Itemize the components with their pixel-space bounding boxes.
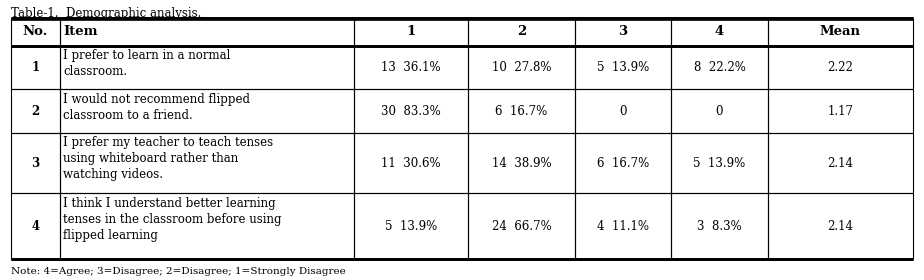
Bar [575, 133, 671, 193]
Text: No.: No. [23, 25, 48, 38]
Bar [671, 89, 768, 133]
Bar [468, 133, 575, 193]
Bar [60, 18, 354, 46]
Bar [354, 46, 468, 89]
Text: Table-1.  Demographic analysis.: Table-1. Demographic analysis. [11, 7, 201, 20]
Text: 2: 2 [31, 105, 40, 118]
Bar [768, 18, 913, 46]
Text: Mean: Mean [820, 25, 861, 38]
Text: 13  36.1%: 13 36.1% [382, 61, 441, 74]
Text: 24  66.7%: 24 66.7% [492, 220, 552, 233]
Bar [60, 133, 354, 193]
Text: 1: 1 [407, 25, 416, 38]
Bar [768, 133, 913, 193]
Bar [671, 18, 768, 46]
Text: I would not recommend flipped
classroom to a friend.: I would not recommend flipped classroom … [64, 93, 250, 122]
Bar [354, 18, 468, 46]
Bar [468, 89, 575, 133]
Text: 8  22.2%: 8 22.2% [694, 61, 746, 74]
Text: 6  16.7%: 6 16.7% [495, 105, 548, 118]
Text: Item: Item [64, 25, 98, 38]
Text: 3  8.3%: 3 8.3% [697, 220, 742, 233]
Bar [354, 193, 468, 259]
Bar [11, 193, 60, 259]
Bar [575, 18, 671, 46]
Bar [671, 193, 768, 259]
Bar [60, 46, 354, 89]
Text: 14  38.9%: 14 38.9% [492, 157, 552, 170]
Text: 6  16.7%: 6 16.7% [597, 157, 649, 170]
Text: 2.14: 2.14 [827, 157, 854, 170]
Text: 3: 3 [31, 157, 40, 170]
Text: 10  27.8%: 10 27.8% [492, 61, 552, 74]
Text: 5  13.9%: 5 13.9% [693, 157, 746, 170]
Bar [60, 89, 354, 133]
Text: 1: 1 [31, 61, 40, 74]
Bar [468, 46, 575, 89]
Bar [11, 89, 60, 133]
Text: 4: 4 [31, 220, 40, 233]
Text: Note: 4=Agree; 3=Disagree; 2=Disagree; 1=Strongly Disagree: Note: 4=Agree; 3=Disagree; 2=Disagree; 1… [11, 267, 346, 276]
Text: 5  13.9%: 5 13.9% [597, 61, 649, 74]
Text: 5  13.9%: 5 13.9% [385, 220, 437, 233]
Bar [11, 133, 60, 193]
Text: 2.14: 2.14 [827, 220, 854, 233]
Bar [11, 46, 60, 89]
Text: I think I understand better learning
tenses in the classroom before using
flippe: I think I understand better learning ten… [64, 197, 282, 242]
Bar [11, 18, 60, 46]
Text: 0: 0 [619, 105, 626, 118]
Text: 1.17: 1.17 [827, 105, 854, 118]
Bar [468, 193, 575, 259]
Text: 2.22: 2.22 [827, 61, 853, 74]
Text: 2: 2 [517, 25, 526, 38]
Bar [768, 46, 913, 89]
Text: I prefer to learn in a normal
classroom.: I prefer to learn in a normal classroom. [64, 49, 231, 78]
Bar [354, 89, 468, 133]
Text: 11  30.6%: 11 30.6% [382, 157, 441, 170]
Bar [768, 193, 913, 259]
Bar [354, 133, 468, 193]
Bar [60, 193, 354, 259]
Text: 3: 3 [618, 25, 627, 38]
Bar [575, 46, 671, 89]
Text: 30  83.3%: 30 83.3% [382, 105, 441, 118]
Bar [468, 18, 575, 46]
Text: I prefer my teacher to teach tenses
using whiteboard rather than
watching videos: I prefer my teacher to teach tenses usin… [64, 136, 274, 181]
Bar [575, 193, 671, 259]
Bar [575, 89, 671, 133]
Bar [768, 89, 913, 133]
Text: 4: 4 [715, 25, 724, 38]
Bar [671, 46, 768, 89]
Text: 4  11.1%: 4 11.1% [597, 220, 649, 233]
Bar [671, 133, 768, 193]
Text: 0: 0 [716, 105, 723, 118]
